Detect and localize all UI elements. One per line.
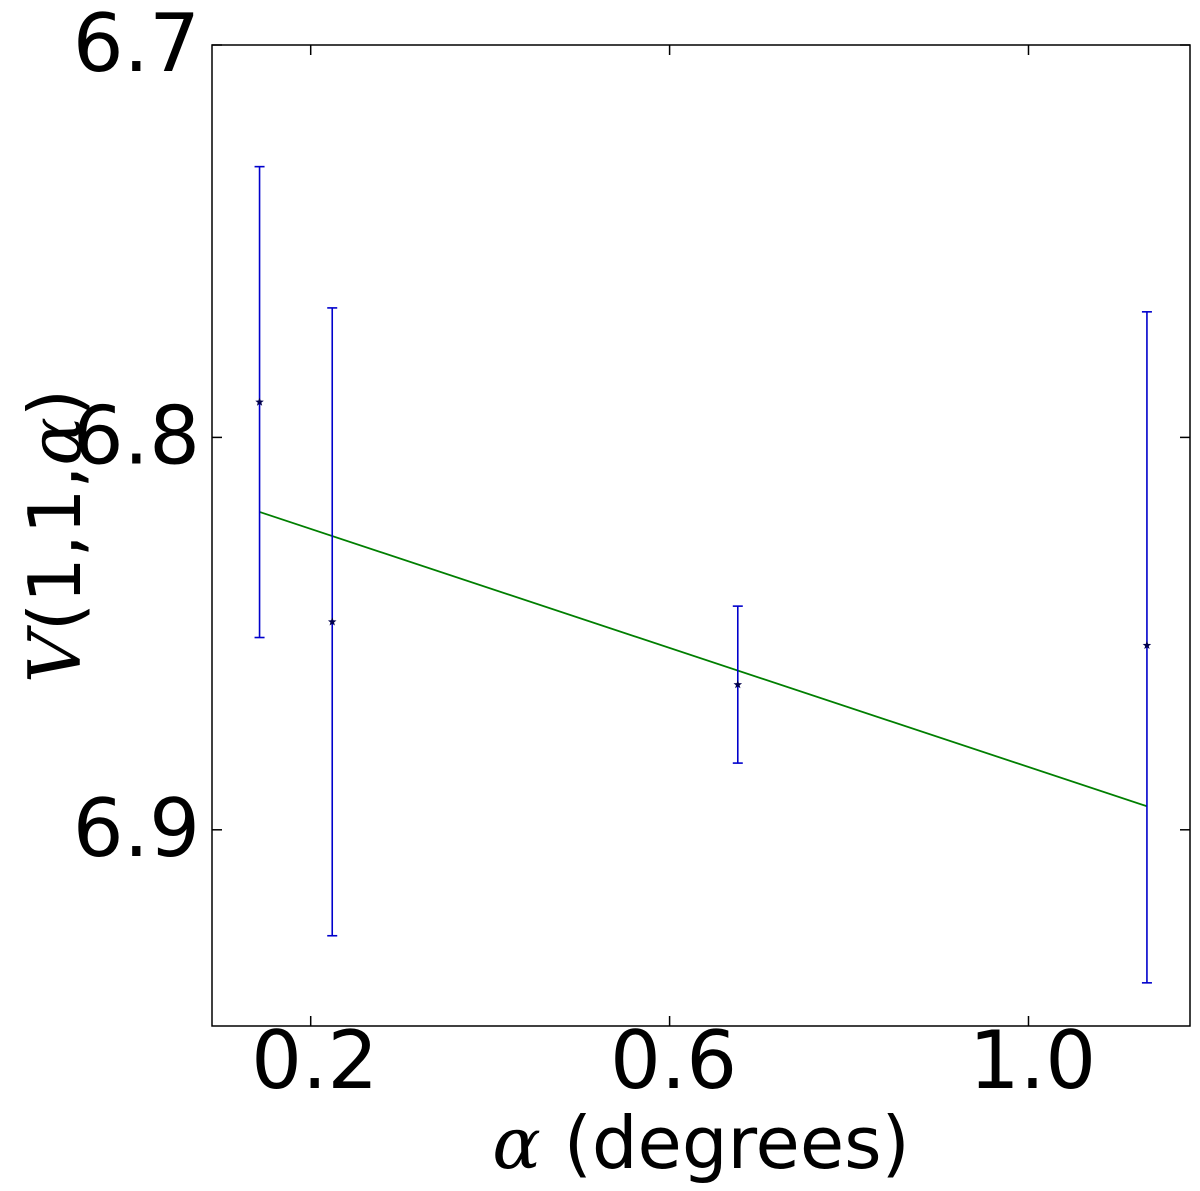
plot-frame: [211, 44, 1191, 1027]
star-marker: [327, 617, 337, 626]
chart-marks: [254, 165, 1152, 984]
data-point-4: [1141, 311, 1152, 984]
data-point-1: [254, 165, 265, 639]
star-marker: [1142, 640, 1152, 650]
fit-line: [259, 511, 1148, 808]
star-marker: [255, 397, 264, 406]
axis-ticks: [212, 44, 1190, 1026]
star-marker: [733, 680, 743, 689]
data-point-2: [327, 307, 338, 937]
x-tick-label: 0.2: [251, 1014, 378, 1107]
data-point-3: [732, 605, 743, 764]
y-tick-label: 6.9: [73, 782, 200, 875]
x-tick-label: 1.0: [969, 1014, 1096, 1107]
x-axis-label: α (degrees): [492, 1101, 910, 1185]
x-tick-label: 0.6: [610, 1014, 737, 1107]
tick-labels: 0.2 0.6 1.0 6.7 6.8 6.9: [73, 0, 1096, 1107]
y-tick-label: 6.8: [73, 389, 200, 482]
y-tick-label: 6.7: [73, 0, 200, 90]
y-axis-label: V(1,1,α): [13, 389, 97, 683]
